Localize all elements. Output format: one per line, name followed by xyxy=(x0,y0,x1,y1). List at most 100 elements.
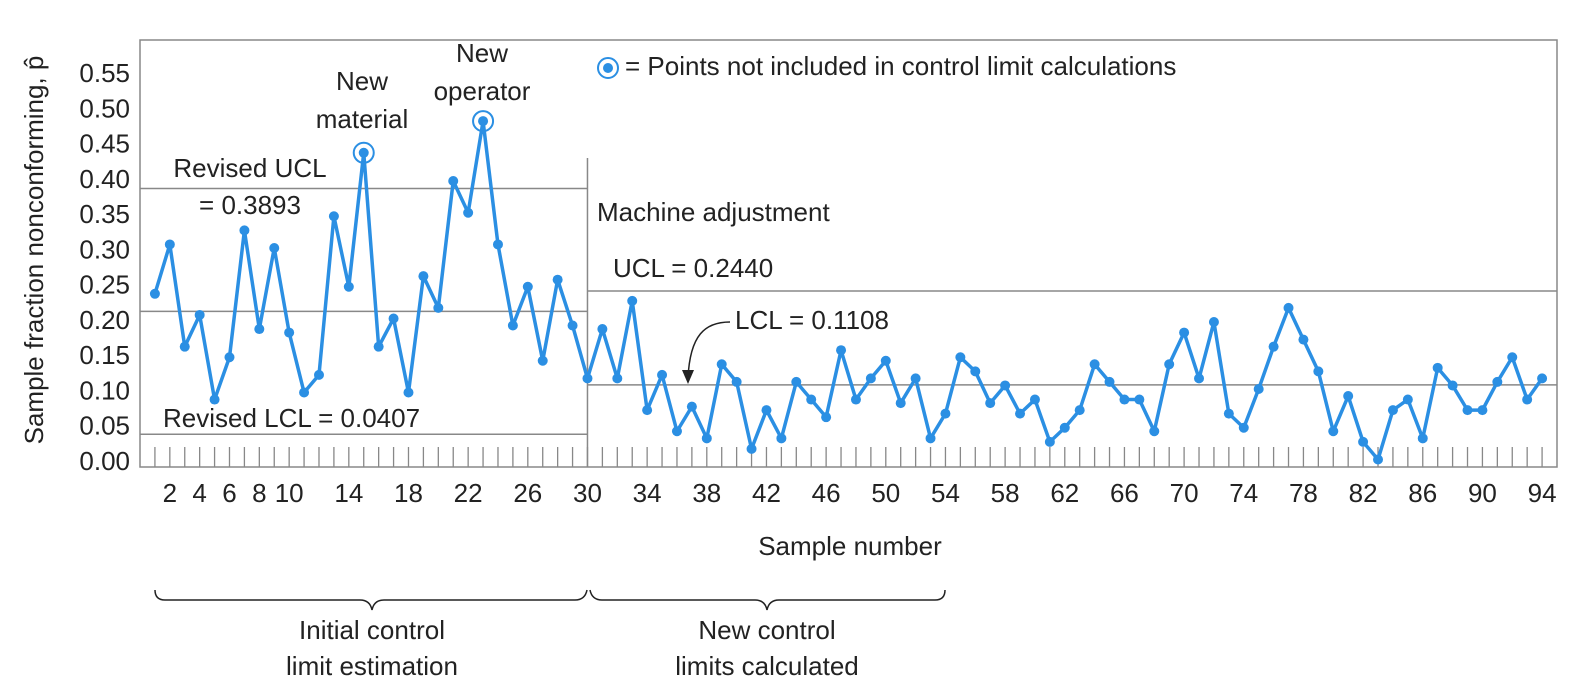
data-point xyxy=(224,352,235,363)
data-point xyxy=(284,327,295,338)
data-point xyxy=(537,355,548,366)
data-point xyxy=(492,239,503,250)
data-point xyxy=(657,369,668,380)
data-point xyxy=(865,373,876,384)
y-tick-label: 0.40 xyxy=(79,164,130,194)
data-point xyxy=(239,225,250,236)
y-tick-label: 0.00 xyxy=(79,446,130,476)
x-tick-label: 4 xyxy=(192,478,206,508)
data-point xyxy=(1507,352,1518,363)
legend-text: = Points not included in control limit c… xyxy=(625,51,1176,81)
x-tick-label: 58 xyxy=(991,478,1020,508)
data-point xyxy=(343,281,354,292)
data-point xyxy=(179,341,190,352)
data-point xyxy=(1015,408,1026,419)
period-label: Initial control xyxy=(299,615,445,645)
data-point xyxy=(1313,366,1324,377)
data-point xyxy=(776,433,787,444)
limit-label: = 0.3893 xyxy=(199,190,301,220)
x-tick-label: 54 xyxy=(931,478,960,508)
data-point xyxy=(806,394,817,405)
data-point xyxy=(254,324,265,335)
data-point xyxy=(478,116,489,127)
x-tick-label: 30 xyxy=(573,478,602,508)
limit-label: LCL = 0.1108 xyxy=(735,305,889,335)
y-tick-label: 0.20 xyxy=(79,305,130,335)
data-point xyxy=(985,398,996,409)
data-point xyxy=(940,408,951,419)
data-point xyxy=(149,288,160,299)
data-point xyxy=(299,387,310,398)
data-point xyxy=(910,373,921,384)
data-point xyxy=(448,176,459,186)
data-point xyxy=(925,433,936,444)
limit-label: UCL = 0.2440 xyxy=(613,253,773,283)
y-tick-label: 0.05 xyxy=(79,411,130,441)
data-point xyxy=(209,394,220,405)
data-point xyxy=(433,302,444,313)
y-tick-label: 0.30 xyxy=(79,234,130,264)
data-point xyxy=(1223,408,1234,419)
data-point xyxy=(388,313,399,324)
data-point xyxy=(1208,317,1219,327)
data-point xyxy=(597,324,608,335)
x-tick-label: 26 xyxy=(513,478,542,508)
data-point xyxy=(1119,394,1130,405)
data-point xyxy=(955,352,966,363)
data-point xyxy=(1059,422,1070,433)
data-point xyxy=(567,320,578,331)
x-tick-label: 6 xyxy=(222,478,236,508)
x-tick-label: 82 xyxy=(1349,478,1378,508)
data-point xyxy=(1000,380,1011,391)
data-point xyxy=(1179,327,1190,338)
data-point xyxy=(821,412,832,423)
data-point xyxy=(418,271,429,282)
data-point xyxy=(358,147,369,158)
data-point xyxy=(1387,405,1398,416)
x-tick-label: 78 xyxy=(1289,478,1318,508)
limit-label: Revised UCL xyxy=(173,153,326,183)
data-point xyxy=(1194,373,1205,384)
data-point xyxy=(1462,405,1473,416)
data-point xyxy=(403,387,414,398)
y-tick-label: 0.10 xyxy=(79,375,130,405)
excluded-marker xyxy=(472,110,495,133)
data-point xyxy=(1149,426,1160,437)
x-tick-label: 66 xyxy=(1110,478,1139,508)
data-point xyxy=(1134,394,1145,405)
annotation: operator xyxy=(434,76,531,106)
plot-frame xyxy=(139,39,1558,468)
data-point xyxy=(716,359,727,370)
data-point xyxy=(1358,436,1369,447)
period-label: limit estimation xyxy=(286,651,458,681)
y-tick-label: 0.15 xyxy=(79,340,130,370)
x-axis-label: Sample number xyxy=(758,531,942,561)
data-point xyxy=(1537,373,1548,384)
period-label: limits calculated xyxy=(675,651,859,681)
data-point xyxy=(612,373,623,384)
data-point xyxy=(1417,433,1428,444)
y-tick-label: 0.55 xyxy=(79,58,130,88)
x-tick-label: 42 xyxy=(752,478,781,508)
y-tick-label: 0.35 xyxy=(79,199,130,229)
data-point xyxy=(463,207,474,218)
y-tick-label: 0.50 xyxy=(79,93,130,123)
x-tick-label: 34 xyxy=(633,478,662,508)
data-line xyxy=(153,119,1544,462)
data-point xyxy=(791,376,802,387)
data-point xyxy=(194,309,205,320)
data-point xyxy=(1402,394,1413,405)
data-point xyxy=(1164,359,1175,370)
x-tick-label: 14 xyxy=(334,478,363,508)
x-tick-label: 62 xyxy=(1050,478,1079,508)
data-point xyxy=(1283,302,1294,313)
data-point xyxy=(1029,394,1040,405)
data-point xyxy=(373,341,384,352)
data-point xyxy=(1074,405,1085,416)
x-tick-label: 86 xyxy=(1408,478,1437,508)
data-point xyxy=(164,239,175,250)
x-tick-label: 2 xyxy=(163,478,177,508)
data-point xyxy=(850,394,861,405)
y-tick-label: 0.45 xyxy=(79,129,130,159)
